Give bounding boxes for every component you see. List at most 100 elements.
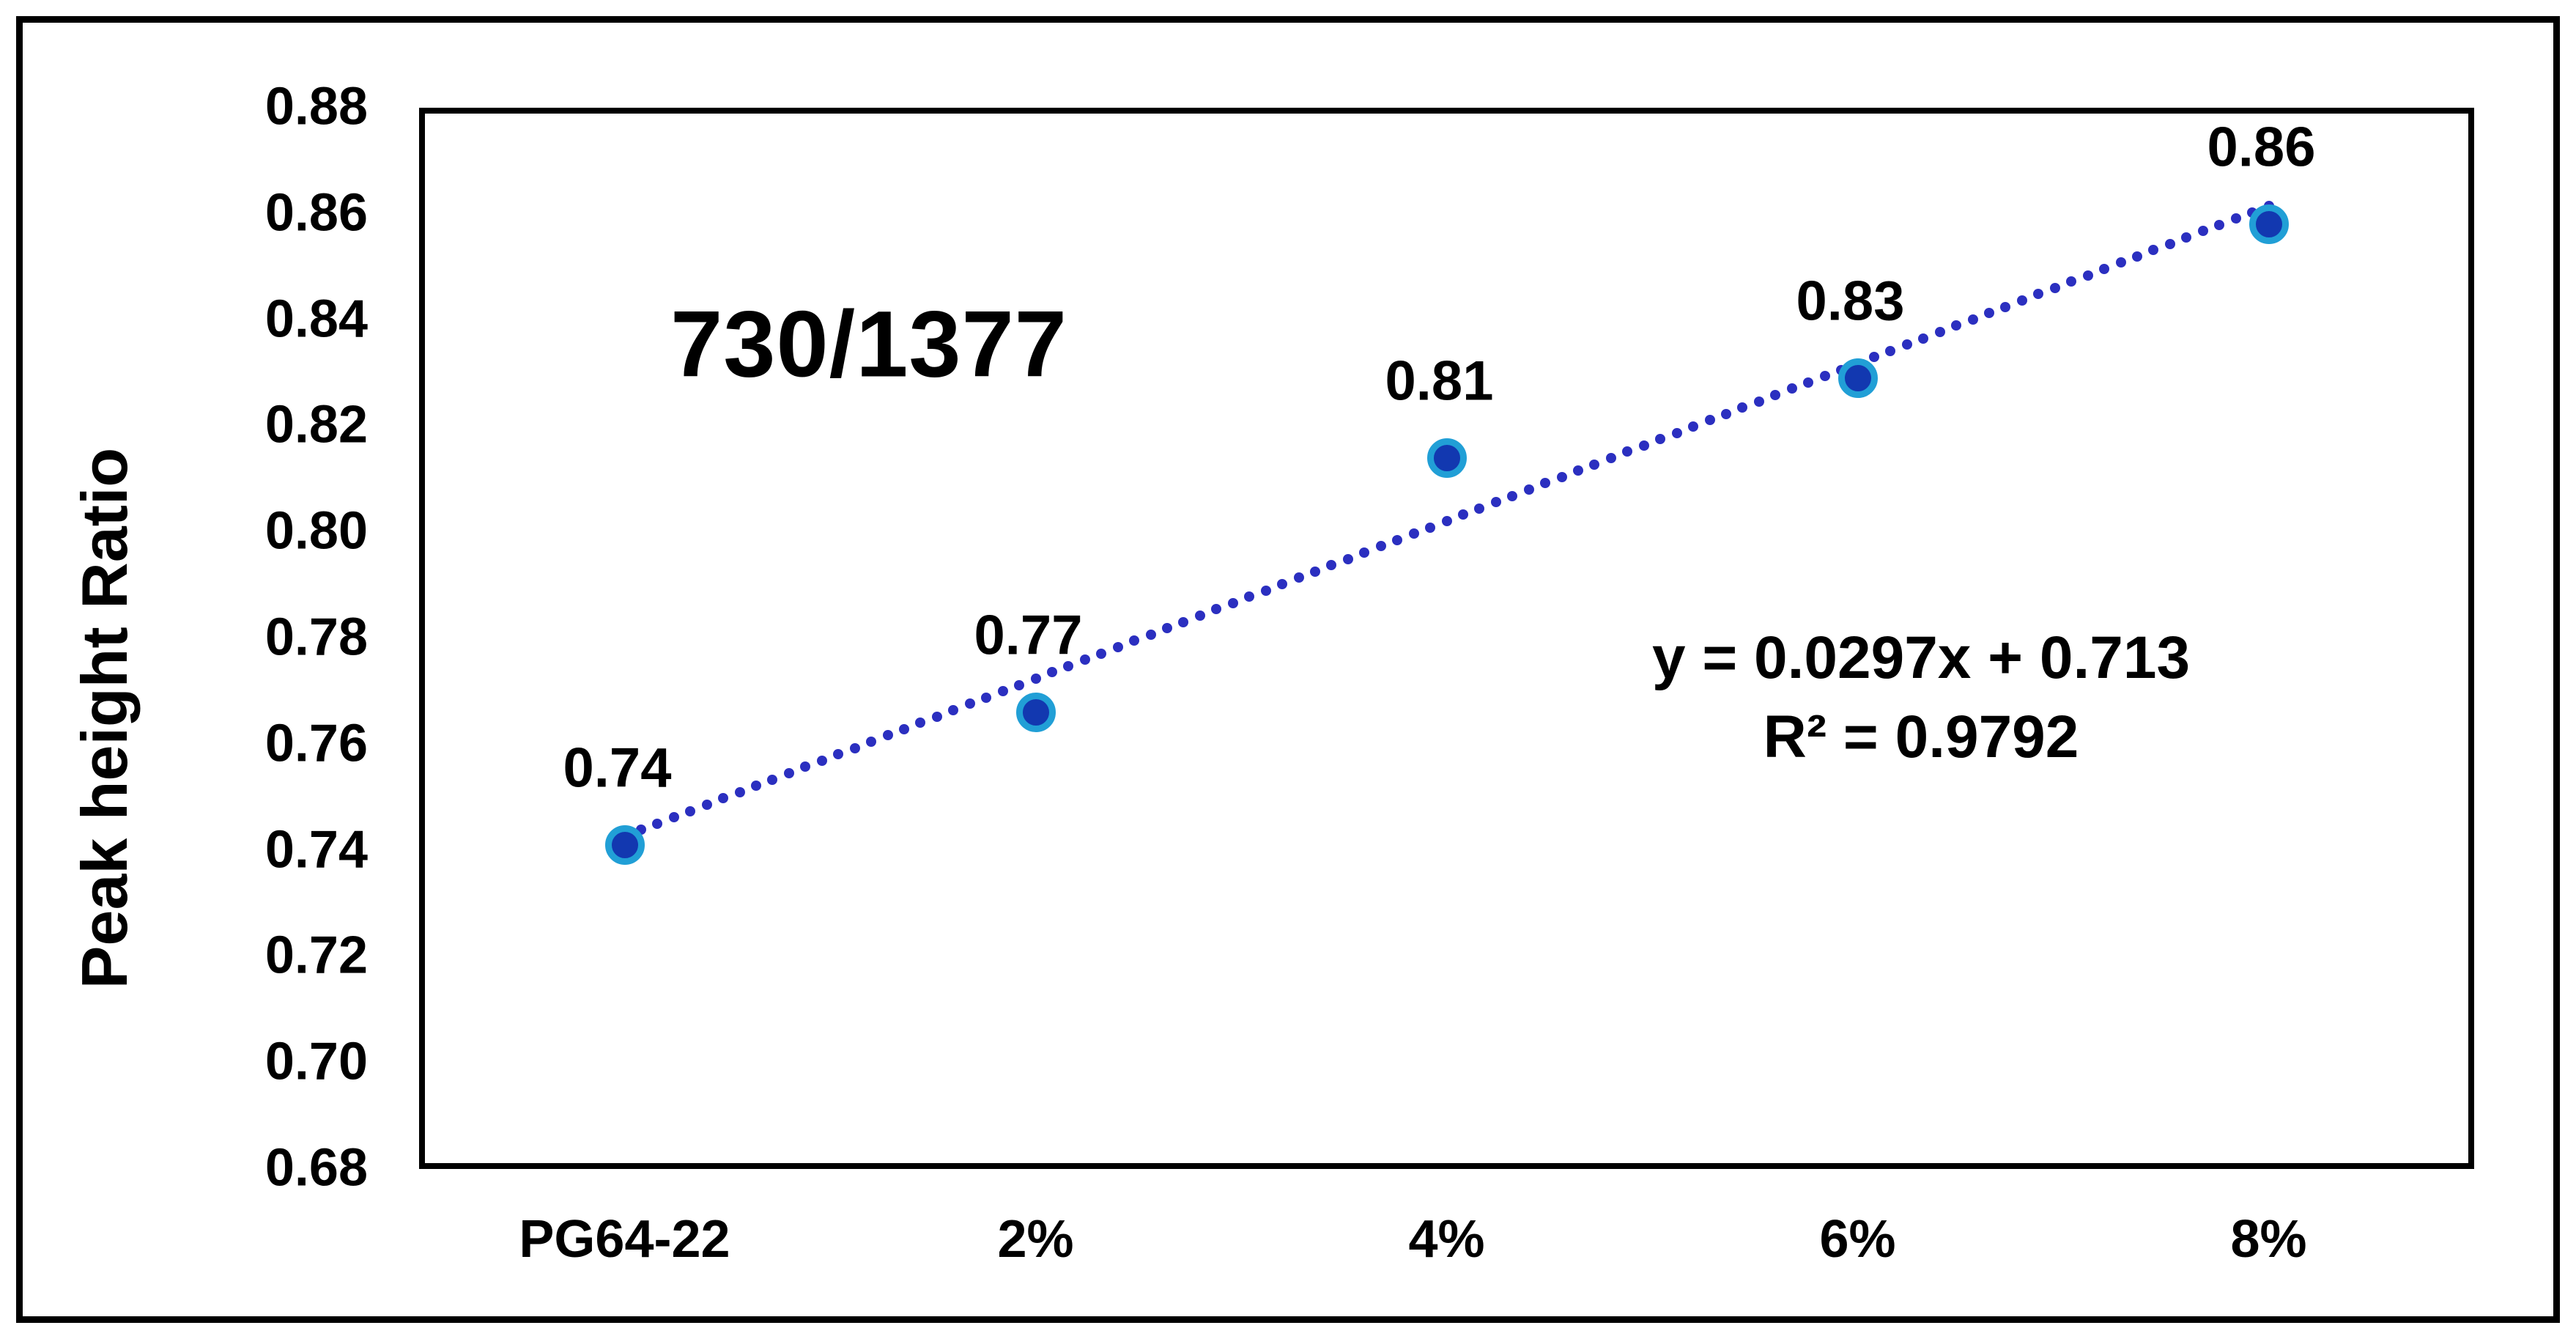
trendline-dot (1194, 611, 1205, 621)
trendline-dot (964, 698, 975, 709)
trendline-dot (1162, 623, 1173, 634)
x-category-label: PG64-22 (519, 1210, 730, 1269)
trendline-dot (1260, 585, 1271, 596)
trendline-dot (2197, 226, 2208, 237)
trendline-dot (866, 737, 877, 748)
trendline-dot (1490, 497, 1501, 508)
trendline-dot (767, 774, 778, 785)
data-point-label: 0.83 (1796, 270, 1905, 333)
trendline-dot (2214, 219, 2225, 230)
trendline-dot (734, 786, 745, 797)
trendline-dot (997, 686, 1008, 697)
trendline-dot (1046, 667, 1057, 678)
trendline-dot (1375, 541, 1386, 552)
data-point-label: 0.81 (1385, 350, 1494, 413)
trendline-dot (1408, 528, 1419, 539)
trendline-dot (816, 755, 827, 766)
trendline-dot (2148, 245, 2159, 256)
y-tick-label: 0.82 (264, 395, 368, 454)
trendline-dot (701, 800, 712, 811)
trendline-dot (1573, 465, 1584, 476)
trendline-dot (1556, 471, 1567, 482)
trendline-dot (898, 723, 909, 734)
data-point-label: 0.86 (2207, 116, 2316, 179)
x-category-label: 4% (1408, 1210, 1485, 1269)
trendline-dot (1326, 560, 1337, 571)
trendline-dot (1227, 597, 1238, 608)
trendline-dot (1178, 616, 1189, 627)
trendline-dot (849, 742, 860, 753)
trendline-dot (1211, 604, 1222, 615)
trendline-dot (751, 781, 762, 792)
x-category-label: 6% (1819, 1210, 1896, 1269)
x-category-label: 8% (2230, 1210, 2307, 1269)
trendline-dot (685, 805, 696, 816)
trendline-dot (1918, 333, 1929, 344)
trendline-equation: y = 0.0297x + 0.713 (1651, 624, 2191, 691)
trendline-dot (1901, 339, 1912, 350)
trendline-dot (2115, 257, 2126, 268)
trendline-dot (1474, 503, 1485, 514)
trendline-dot (1622, 446, 1633, 457)
data-point-marker (1837, 358, 1878, 399)
trendline-dot (2049, 282, 2060, 293)
y-tick-label: 0.68 (264, 1138, 368, 1198)
trendline-dot (2230, 213, 2241, 224)
trendline-dot (1342, 553, 1353, 564)
trendline-dot (1244, 591, 1255, 602)
figure-border (16, 16, 2560, 1323)
trendline-dot (2131, 251, 2142, 262)
y-tick-label: 0.76 (264, 714, 368, 773)
y-tick-label: 0.78 (264, 608, 368, 667)
trendline-dot (2000, 301, 2011, 312)
trendline-dot (833, 749, 844, 760)
trendline-dot (1079, 654, 1090, 665)
trendline-dot (1507, 490, 1518, 501)
trendline-dot (1096, 648, 1107, 659)
trendline-dot (1540, 478, 1551, 489)
data-point-marker (1426, 438, 1467, 478)
y-tick-label: 0.86 (264, 183, 368, 243)
data-point-label: 0.74 (563, 737, 672, 800)
chart-title: 730/1377 (670, 292, 1067, 397)
y-tick-label: 0.74 (264, 819, 368, 879)
trendline-dot (1589, 459, 1600, 470)
trendline-dot (2066, 276, 2077, 287)
y-tick-label: 0.84 (264, 289, 368, 348)
trendline-dot (1671, 427, 1682, 438)
trendline-dot (1523, 484, 1534, 495)
trendline-dot (1457, 509, 1468, 520)
trendline-dot (948, 705, 959, 716)
trendline-dot (1688, 421, 1699, 432)
y-tick-label: 0.70 (264, 1032, 368, 1091)
trendline-dot (1145, 629, 1156, 640)
trendline-dot (1129, 635, 1140, 646)
trendline-dot (1605, 452, 1616, 463)
trendline-dot (1984, 308, 1995, 319)
trendline-dot (1293, 572, 1304, 583)
trendline-r-squared: R² = 0.9792 (1763, 704, 2079, 770)
trendline-dot (1638, 440, 1649, 451)
trendline-dot (668, 812, 679, 823)
trendline-dot (2099, 263, 2110, 274)
y-tick-label: 0.72 (264, 926, 368, 985)
trendline-dot (718, 793, 729, 804)
trendline-dot (1030, 674, 1041, 685)
trendline-dot (915, 718, 926, 728)
trendline-dot (1885, 345, 1896, 356)
trendline-dot (1868, 352, 1879, 363)
x-category-label: 2% (997, 1210, 1074, 1269)
trendline-dot (2033, 289, 2044, 300)
data-point-marker (1015, 693, 1056, 733)
trendline-dot (2164, 238, 2175, 249)
trendline-dot (2181, 232, 2192, 243)
trendline-dot (1951, 320, 1962, 331)
trendline-dot (981, 692, 992, 703)
trendline-dot (882, 730, 893, 741)
trendline-dot (1277, 579, 1288, 589)
trendline-dot (2016, 295, 2027, 306)
data-point-marker (2249, 204, 2289, 245)
trendline-dot (1737, 402, 1748, 413)
trendline-dot (800, 761, 811, 772)
